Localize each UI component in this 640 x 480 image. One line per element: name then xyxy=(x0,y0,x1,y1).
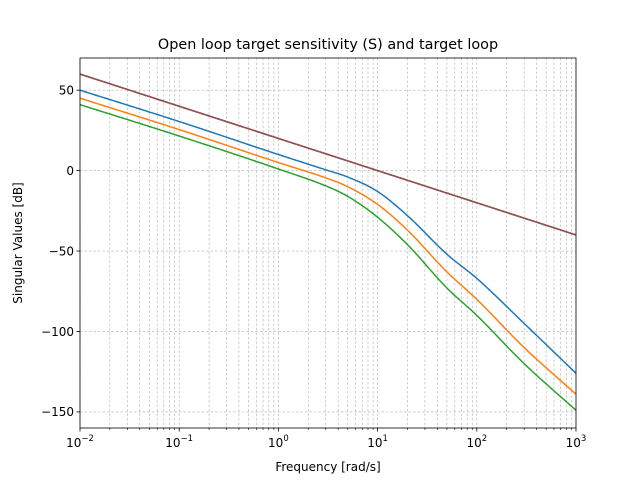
x-axis-label: Frequency [rad/s] xyxy=(275,460,380,474)
y-tick-label: 50 xyxy=(59,83,74,97)
y-tick-label: −150 xyxy=(41,405,74,419)
y-tick-label: −50 xyxy=(49,244,74,258)
plot-series xyxy=(79,73,577,411)
x-tick-label: 100 xyxy=(268,434,289,450)
series-line-6 xyxy=(79,73,577,236)
series-line-3 xyxy=(79,103,577,411)
x-tick-label: 10−1 xyxy=(165,434,193,450)
series-line-1 xyxy=(79,89,577,374)
x-tick-label: 10−2 xyxy=(66,434,94,450)
y-axis-label: Singular Values [dB] xyxy=(11,182,25,303)
x-tick-label: 103 xyxy=(566,434,587,450)
x-tick-label: 102 xyxy=(466,434,487,450)
axis-ticks: 50 0 −50 −100 −150 10−2 10−1 100 101 102 103 xyxy=(41,83,586,450)
chart-title: Open loop target sensitivity (S) and tar… xyxy=(158,37,498,53)
x-tick-label: 101 xyxy=(367,434,388,450)
plot-frame xyxy=(79,57,577,429)
y-tick-label: 0 xyxy=(66,164,74,178)
grid xyxy=(79,58,576,428)
y-tick-label: −100 xyxy=(41,325,74,339)
series-line-2 xyxy=(79,97,577,395)
